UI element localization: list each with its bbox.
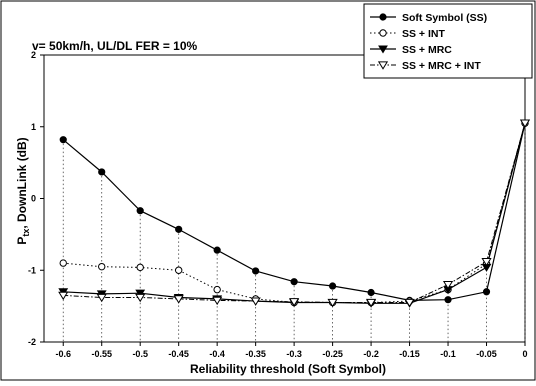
legend-item: SS + INT xyxy=(370,28,445,40)
legend-marker xyxy=(379,29,387,37)
legend-label: Soft Symbol (SS) xyxy=(402,12,487,24)
x-tick-label: -0.6 xyxy=(55,349,71,359)
y-axis-title-sub: tx xyxy=(21,229,31,237)
legend-items: Soft Symbol (SS) SS + INT SS + MRC SS + MRC… xyxy=(370,12,487,72)
legend-marker xyxy=(379,13,387,21)
y-tick-label: 2 xyxy=(31,50,36,60)
chart-annotation: v= 50km/h, UL/DL FER = 10% xyxy=(32,39,198,53)
legend-label: SS + INT xyxy=(402,28,445,40)
series-2-point xyxy=(59,259,67,267)
y-tick-label: 0 xyxy=(31,194,36,204)
legend-box xyxy=(363,3,533,79)
legend: Soft Symbol (SS) SS + INT SS + MRC SS + MRC… xyxy=(363,3,533,79)
y-axis-title-rest: , DownLink (dB) xyxy=(15,137,29,228)
y-tick-label: 1 xyxy=(31,122,36,132)
series-1-point xyxy=(482,288,491,296)
series-4-point xyxy=(173,295,184,304)
x-tick-label: -0.45 xyxy=(168,349,189,359)
series-4-point xyxy=(442,280,454,290)
series-4-point xyxy=(250,297,261,306)
x-tick-label: -0.35 xyxy=(245,349,266,359)
x-tick-label: -0.5 xyxy=(132,349,148,359)
series-2-point xyxy=(174,266,183,274)
legend-item: Soft Symbol (SS) xyxy=(370,12,487,24)
series-4-point xyxy=(327,298,338,308)
series-4-point xyxy=(365,298,377,308)
series-1-point xyxy=(290,278,298,286)
x-tick-label: -0.4 xyxy=(209,349,225,359)
series-4-point xyxy=(481,257,492,267)
x-tick-label: -0.15 xyxy=(399,349,420,359)
series-1-point xyxy=(98,168,106,176)
legend-marker xyxy=(377,61,389,70)
y-axis-title: Ptx, DownLink (dB) xyxy=(15,137,31,244)
legend-label: SS + MRC xyxy=(402,44,452,56)
axis-layer: -0.6 -0.55 -0.5 -0.45 -0.4 -0.35 -0.3 -0.25 -0.2… xyxy=(28,50,528,359)
x-tick-label: -0.05 xyxy=(476,349,497,359)
series-1-point xyxy=(136,207,144,215)
series-1-point xyxy=(328,282,337,290)
legend-item: SS + MRC + INT xyxy=(370,60,481,72)
grid-layer xyxy=(62,123,526,342)
series-1-point xyxy=(213,246,221,254)
x-tick-label: -0.2 xyxy=(363,349,379,359)
series-1-point xyxy=(367,288,375,297)
series-4-point xyxy=(212,296,223,306)
series-1-point xyxy=(444,296,452,304)
x-axis-title: Reliability threshold (Soft Symbol) xyxy=(190,362,386,376)
legend-marker xyxy=(378,45,388,54)
y-tick-label: -1 xyxy=(28,265,36,275)
series-4-point xyxy=(58,291,69,301)
series-4-point xyxy=(519,119,531,128)
y-tick-label: -2 xyxy=(28,337,36,347)
plot-area xyxy=(43,54,526,343)
series-4-point xyxy=(96,293,107,303)
series-4-point xyxy=(135,293,146,303)
x-tick-label: -0.1 xyxy=(440,349,456,359)
x-tick-label: 0 xyxy=(522,349,527,359)
x-tick-label: -0.3 xyxy=(286,349,302,359)
y-axis-title-main: P xyxy=(15,237,29,245)
series-4-point xyxy=(289,298,300,307)
series-4-point xyxy=(404,298,415,308)
x-tick-label: -0.25 xyxy=(322,349,343,359)
series-2-point xyxy=(136,263,144,272)
series-layer xyxy=(58,119,531,308)
series-3-point xyxy=(135,289,146,298)
series-1-point xyxy=(175,225,183,233)
series-2-point xyxy=(213,285,221,294)
legend-label: SS + MRC + INT xyxy=(402,60,481,72)
series-1-point xyxy=(59,136,67,144)
series-1-point xyxy=(252,267,260,275)
series-2-point xyxy=(98,262,106,271)
legend-item: SS + MRC xyxy=(370,44,452,56)
x-tick-label: -0.55 xyxy=(91,349,112,359)
